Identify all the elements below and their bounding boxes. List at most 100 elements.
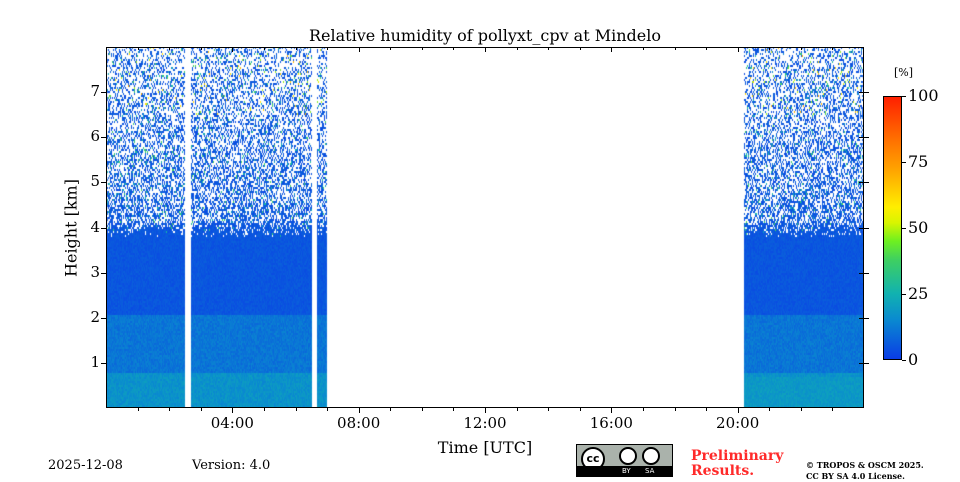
y-tick-label: 6 <box>90 127 100 146</box>
x-tick <box>232 408 234 413</box>
colorbar-tick <box>902 96 906 97</box>
y-tick-right <box>859 227 869 229</box>
x-tick-top <box>137 47 139 50</box>
x-tick-top <box>421 47 423 50</box>
cc-by-text: BY <box>622 467 631 475</box>
cc-by-sa-logo: cc BY SA <box>576 444 673 477</box>
version-label: Version: 4.0 <box>192 458 271 473</box>
x-tick-label: 16:00 <box>589 414 633 432</box>
colorbar-tick <box>902 294 906 295</box>
y-tick-right <box>859 272 869 274</box>
colorbar-tick <box>902 228 906 229</box>
x-tick-label: 20:00 <box>716 414 760 432</box>
x-tick-label: 12:00 <box>463 414 507 432</box>
y-tick <box>101 317 106 319</box>
x-tick <box>453 408 455 411</box>
attribution-icon <box>619 447 637 465</box>
x-tick-top <box>579 47 581 50</box>
x-tick-top <box>832 47 834 50</box>
y-tick <box>101 362 106 364</box>
x-axis-label: Time [UTC] <box>437 438 533 457</box>
x-tick-top <box>800 47 802 50</box>
x-tick-top <box>706 47 708 50</box>
colorbar <box>883 96 902 360</box>
x-tick <box>706 408 708 411</box>
x-tick-top <box>642 47 644 50</box>
x-tick-top <box>232 47 234 52</box>
x-tick <box>137 408 139 411</box>
preliminary-text: Preliminary <box>691 448 784 464</box>
colorbar-unit: [%] <box>894 66 914 79</box>
y-tick <box>101 92 106 94</box>
y-tick-label: 1 <box>90 352 100 371</box>
x-tick <box>516 408 518 411</box>
copyright-notice: © TROPOS & OSCM 2025. CC BY SA 4.0 Licens… <box>806 460 924 482</box>
x-tick <box>737 408 739 413</box>
y-tick-label: 7 <box>90 82 100 101</box>
preliminary-notice: Preliminary Results. <box>691 449 783 479</box>
x-tick <box>263 408 265 411</box>
colorbar-tick <box>902 162 906 163</box>
x-tick <box>327 408 329 411</box>
x-tick <box>674 408 676 411</box>
x-tick <box>200 408 202 411</box>
results-text: Results. <box>691 463 755 479</box>
x-tick <box>579 408 581 411</box>
x-tick-top <box>548 47 550 50</box>
y-tick-right <box>859 362 869 364</box>
x-tick <box>832 408 834 411</box>
x-tick <box>611 408 613 413</box>
x-tick <box>295 408 297 411</box>
x-tick <box>800 408 802 411</box>
x-tick <box>358 408 360 413</box>
y-tick-right <box>859 182 869 184</box>
x-tick-top <box>327 47 329 50</box>
date-label: 2025-12-08 <box>48 458 123 473</box>
humidity-heatmap <box>106 47 864 408</box>
x-tick <box>390 408 392 411</box>
x-tick-top <box>295 47 297 50</box>
colorbar-tick-label: 50 <box>908 218 929 237</box>
y-tick <box>101 137 106 139</box>
x-tick-top <box>390 47 392 50</box>
x-tick <box>169 408 171 411</box>
colorbar-tick-label: 0 <box>908 350 919 369</box>
colorbar-tick-label: 100 <box>908 86 939 105</box>
copyright-text: © TROPOS & OSCM 2025. <box>806 460 924 470</box>
colorbar-tick-label: 25 <box>908 284 929 303</box>
y-tick-label: 5 <box>90 172 100 191</box>
x-tick-top <box>169 47 171 50</box>
plot-area <box>106 47 864 408</box>
chart-title: Relative humidity of pollyxt_cpv at Mind… <box>308 26 661 45</box>
x-tick-top <box>453 47 455 50</box>
y-axis-label: Height [km] <box>61 179 81 277</box>
x-tick-top <box>485 47 486 52</box>
y-tick-right <box>859 317 869 319</box>
x-tick-top <box>516 47 518 50</box>
colorbar-tick <box>902 360 906 361</box>
license-text: CC BY SA 4.0 License. <box>806 471 905 481</box>
x-tick-top <box>737 47 739 52</box>
y-tick-label: 3 <box>90 262 100 281</box>
y-tick-right <box>859 92 869 94</box>
cc-sa-text: SA <box>645 467 655 475</box>
y-tick <box>101 182 106 184</box>
x-tick-top <box>674 47 676 50</box>
x-tick <box>485 408 486 413</box>
x-tick-top <box>263 47 265 50</box>
x-tick <box>642 408 644 411</box>
x-tick-top <box>200 47 202 50</box>
x-tick <box>769 408 771 411</box>
y-tick-label: 2 <box>90 307 100 326</box>
x-tick-label: 04:00 <box>210 414 254 432</box>
y-tick-label: 4 <box>90 217 100 236</box>
x-tick-top <box>611 47 613 52</box>
y-tick-right <box>859 137 869 139</box>
x-tick-label: 08:00 <box>337 414 381 432</box>
x-tick <box>421 408 423 411</box>
x-tick-top <box>358 47 360 52</box>
x-tick-top <box>769 47 771 50</box>
x-tick <box>548 408 550 411</box>
y-tick <box>101 272 106 274</box>
y-tick <box>101 227 106 229</box>
